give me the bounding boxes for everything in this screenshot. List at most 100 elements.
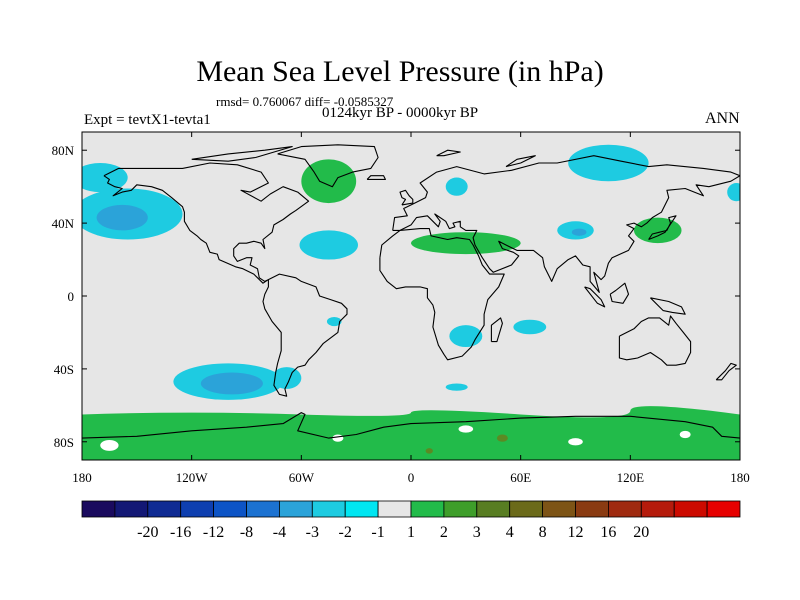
coastline-north-america <box>103 162 310 284</box>
colorbar-box <box>180 500 214 518</box>
colorbar-box <box>673 500 708 518</box>
coastline-iceland <box>366 175 386 180</box>
coastline-antarctica <box>82 412 740 439</box>
colorbar-label: -12 <box>203 524 224 541</box>
region-patagonia-low <box>272 367 302 389</box>
coastline-new-zealand <box>715 362 737 381</box>
colorbar-box <box>213 500 247 518</box>
colorbar-label: 16 <box>600 524 616 541</box>
region-europe-low <box>445 177 468 196</box>
x-tick-label: 60W <box>289 470 315 485</box>
region-north-america-west <box>82 162 128 193</box>
coastline-great-britain <box>399 189 414 206</box>
colorbar-label: 2 <box>440 524 448 541</box>
antarctic-gap <box>100 439 119 451</box>
region-sahara-high <box>411 232 521 255</box>
colorbar-label: 3 <box>473 524 481 541</box>
colorbar-label: -1 <box>371 524 384 541</box>
colorbar-box <box>278 500 313 518</box>
coastline-arctic-islands <box>191 146 293 162</box>
x-tick-label: 0 <box>408 470 415 485</box>
colorbar: -20 -16 -12 -8 -4 -3 -2 -1 1 2 3 4 8 12 16 20 <box>81 500 741 541</box>
colorbar-box <box>377 500 412 518</box>
colorbar-box <box>81 500 116 518</box>
x-tick-label: 60E <box>510 470 531 485</box>
season-label: ANN <box>705 110 740 127</box>
region-north-atlantic-low <box>299 230 358 260</box>
colorbar-box <box>575 500 609 518</box>
time-period: 0124kyr BP - 0000kyr BP <box>322 105 479 121</box>
x-tick-label: 180 <box>730 470 750 485</box>
region-dateline-low <box>727 183 740 202</box>
coastline-south-america <box>262 273 348 397</box>
antarctic-high-band <box>82 406 740 460</box>
colorbar-box <box>410 500 445 518</box>
colorbar-box <box>509 500 544 518</box>
y-tick-label: 80S <box>54 435 74 450</box>
anomaly-regions <box>82 144 740 460</box>
colorbar-label: 4 <box>506 524 514 541</box>
coastline-australia <box>618 315 692 366</box>
region-indian-ocean-low <box>513 319 547 335</box>
colorbar-box <box>608 500 642 518</box>
coastline-eurasia <box>392 155 740 293</box>
colorbar-box <box>311 500 346 518</box>
coastline-greenland <box>277 144 379 188</box>
colorbar-box <box>542 500 576 518</box>
colorbar-box <box>114 500 149 518</box>
x-tick-label: 120E <box>617 470 645 485</box>
colorbar-label: -3 <box>306 524 319 541</box>
region-east-asia-high <box>633 217 682 244</box>
coastline-new-guinea <box>650 297 686 315</box>
map-background <box>82 132 740 460</box>
region-southern-ocean-patch <box>445 383 468 391</box>
colorbar-label: 1 <box>407 524 415 541</box>
region-greenland-high <box>301 159 357 204</box>
antarctic-gap <box>568 438 583 446</box>
colorbar-box <box>344 500 379 518</box>
colorbar-label: -4 <box>273 524 286 541</box>
plot-area <box>82 132 740 460</box>
region-north-pacific-low-core <box>96 204 148 231</box>
colorbar-label: -8 <box>240 524 253 541</box>
y-tick-label: 0 <box>68 289 75 304</box>
coastline-japan <box>648 215 677 241</box>
antarctic-dark-spot <box>425 448 433 454</box>
colorbar-label: -16 <box>170 524 191 541</box>
coastlines <box>82 144 740 439</box>
antarctic-gap <box>458 425 474 433</box>
coastline-africa <box>379 228 505 361</box>
x-tick-label: 180 <box>72 470 92 485</box>
colorbar-label: -20 <box>137 524 158 541</box>
y-tick-label: 40N <box>52 216 75 231</box>
colorbar-box <box>147 500 182 518</box>
y-tick-label: 80N <box>52 143 75 158</box>
colorbar-box <box>476 500 511 518</box>
y-axis: 80N 40N 0 40S 80S <box>52 143 740 450</box>
colorbar-box <box>706 500 741 518</box>
antarctic-gap <box>679 430 691 439</box>
colorbar-label: 8 <box>539 524 547 541</box>
region-tibet-low-core <box>571 228 587 236</box>
coastline-svalbard <box>436 149 461 157</box>
colorbar-box <box>443 500 478 518</box>
x-tick-label: 120W <box>176 470 209 485</box>
coastline-novaya-zemlya <box>505 155 536 168</box>
colorbar-box <box>246 500 280 518</box>
stats-line: rmsd= 0.760067 diff= -0.0585327 <box>216 94 394 109</box>
antarctic-dark-spot <box>496 434 508 442</box>
coastline-madagascar <box>490 317 503 343</box>
region-siberia-low <box>568 144 649 182</box>
region-south-atlantic-small-low <box>326 316 342 327</box>
y-tick-label: 40S <box>54 362 74 377</box>
colorbar-label: -2 <box>339 524 352 541</box>
antarctic-gap <box>332 434 344 442</box>
x-axis: 180 120W 60W 0 60E 120E 180 <box>72 132 750 485</box>
colorbar-label: 20 <box>633 524 649 541</box>
coastline-indonesia-borneo <box>609 282 630 304</box>
experiment-label: Expt = tevtX1-tevta1 <box>84 112 211 128</box>
region-south-pacific-low-core <box>200 372 263 395</box>
colorbar-box <box>640 500 675 518</box>
coastline-indonesia-sumatra <box>584 286 606 308</box>
